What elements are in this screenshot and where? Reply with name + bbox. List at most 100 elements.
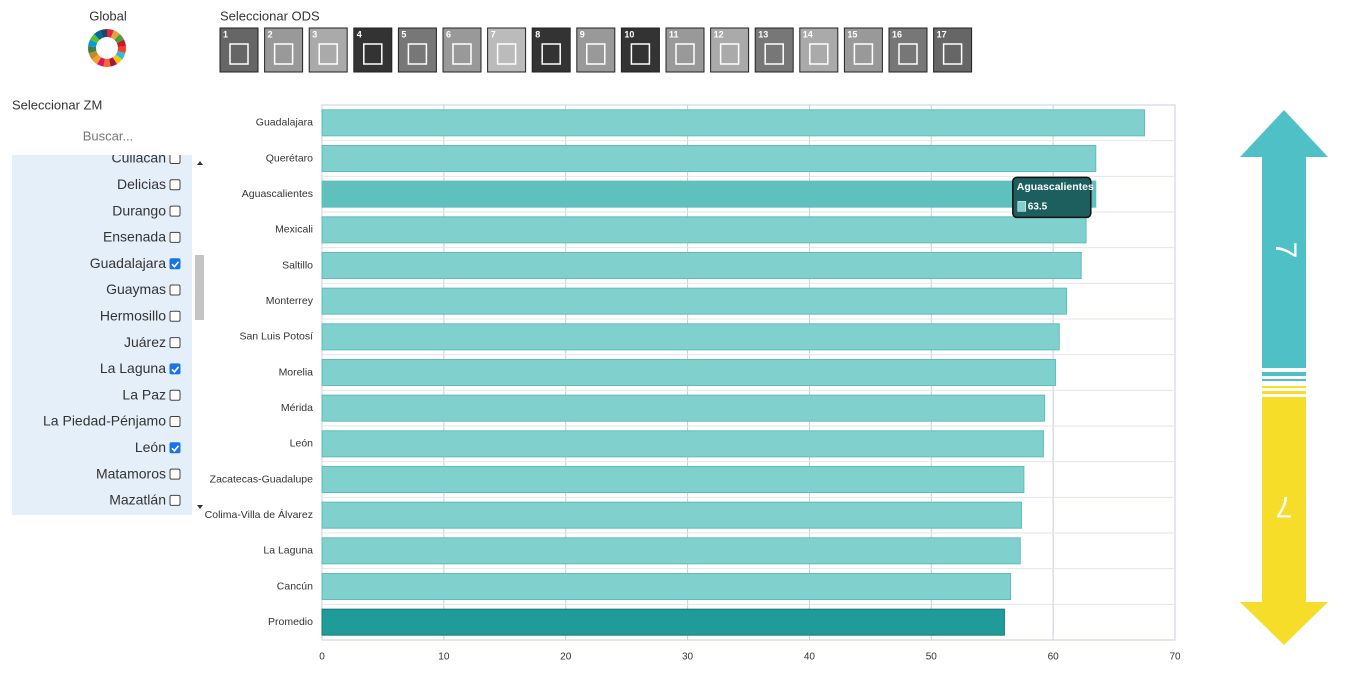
zm-checkbox[interactable] (169, 258, 181, 270)
zm-checkbox[interactable] (169, 468, 181, 480)
ods-tile[interactable]: 11 (665, 27, 705, 73)
checkmark (171, 445, 180, 452)
logo-segment (116, 39, 126, 47)
ods-number: 13 (758, 29, 768, 39)
bar (321, 323, 1060, 351)
ods-icon (273, 43, 294, 65)
search-placeholder: Buscar... (83, 128, 134, 143)
arrow-stripe (1262, 379, 1306, 381)
ods-tile[interactable]: 14 (799, 27, 839, 73)
ods-tile[interactable]: 2 (264, 27, 304, 73)
logo-segment (91, 54, 102, 65)
list-background (12, 150, 192, 515)
checkmark (171, 261, 180, 268)
zm-checkbox[interactable] (169, 284, 181, 296)
ods-number: 17 (937, 29, 947, 39)
y-tick-label: Querétaro (266, 152, 313, 164)
y-tick-label: Aguascalientes (242, 188, 313, 200)
ods-number: 10 (624, 29, 634, 39)
bar (321, 109, 1146, 137)
y-tick-label: Morelia (279, 366, 314, 378)
ods-number: 12 (714, 29, 724, 39)
zm-checkbox[interactable] (169, 231, 181, 243)
ods-icon (496, 43, 517, 65)
ods-icon (586, 43, 606, 65)
sort-arrow: 7 7 (1240, 110, 1328, 645)
y-tick-label: La Laguna (263, 545, 313, 557)
ods-tile[interactable]: 8 (531, 27, 571, 73)
arrow-down (1240, 397, 1328, 645)
ods-number: 5 (401, 29, 406, 39)
zm-name: León (135, 439, 166, 455)
ods-tile[interactable]: 4 (353, 27, 393, 73)
ods-tile[interactable]: 9 (576, 27, 616, 73)
zm-checkbox[interactable] (169, 205, 181, 217)
zm-checkbox[interactable] (169, 494, 181, 506)
ods-tile[interactable]: 15 (843, 27, 883, 73)
x-tick-label: 60 (1048, 652, 1060, 663)
global-logo[interactable] (88, 29, 126, 68)
x-tick-label: 0 (319, 652, 325, 663)
scroll-down[interactable] (197, 505, 203, 509)
bar (321, 359, 1057, 386)
y-tick-label: Guadalajara (256, 117, 313, 129)
ods-icon (363, 43, 383, 65)
logo-segment (89, 33, 100, 44)
ods-tile[interactable]: 13 (754, 27, 794, 73)
zm-checkbox[interactable] (169, 389, 181, 401)
ods-icon (407, 43, 428, 65)
checkmark (171, 366, 180, 374)
zm-name: Juárez (124, 334, 166, 350)
zm-name: Guaymas (106, 281, 166, 297)
x-tick-label: 30 (682, 652, 694, 663)
ods-tile[interactable]: 16 (888, 27, 928, 73)
ods-tile[interactable]: 3 (308, 27, 348, 73)
tooltip-box (1012, 176, 1092, 219)
zm-checkbox[interactable] (169, 442, 181, 454)
zm-name: La Paz (122, 386, 166, 402)
ods-number: 14 (803, 29, 813, 39)
ods-tile[interactable]: 12 (710, 27, 750, 73)
zm-checkbox[interactable] (169, 363, 181, 375)
ods-tile[interactable]: 6 (442, 27, 482, 73)
logo-segment (94, 30, 104, 40)
logo-segment (114, 33, 125, 44)
ods-tile[interactable]: 5 (397, 27, 437, 73)
zm-checkbox[interactable] (169, 416, 181, 427)
bar (321, 466, 1025, 493)
ods-number: 8 (535, 29, 540, 39)
ods-label: Seleccionar ODS (220, 8, 320, 23)
global-label: Global (89, 8, 127, 23)
search-box[interactable] (12, 117, 204, 155)
x-tick-label: 70 (1169, 652, 1181, 663)
ods-icon (630, 43, 651, 65)
ods-tile[interactable]: 10 (620, 27, 660, 73)
ods-number: 6 (446, 29, 451, 39)
scrollbar-thumb[interactable] (195, 255, 204, 320)
bar (321, 537, 1021, 565)
ods-tile[interactable]: 1 (219, 27, 259, 73)
ods-icon (853, 43, 874, 65)
ods-number: 11 (669, 29, 679, 39)
ods-tile[interactable]: 7 (487, 27, 527, 73)
y-tick-label: Zacatecas-Guadalupe (210, 473, 313, 485)
zm-checkbox[interactable] (169, 179, 181, 191)
y-tick-label: San Luis Potosí (239, 331, 313, 343)
y-tick-label: Mérida (281, 402, 313, 414)
y-tick-label: Cancún (277, 580, 313, 592)
logo-segment (88, 51, 99, 60)
bar (321, 573, 1011, 600)
zm-checkbox[interactable] (169, 337, 181, 349)
tooltip-value: 63.5 (1028, 201, 1048, 212)
ods-icon (809, 43, 829, 65)
ods-number: 2 (268, 29, 273, 39)
ods-icon (541, 43, 561, 65)
ods-icon (942, 43, 963, 65)
zm-name: Delicias (117, 176, 166, 192)
ods-number: 9 (580, 29, 585, 39)
scroll-up[interactable] (197, 161, 203, 165)
ods-tile[interactable]: 17 (933, 27, 973, 73)
x-tick-label: 10 (438, 652, 450, 663)
zm-checkbox[interactable] (169, 310, 181, 322)
